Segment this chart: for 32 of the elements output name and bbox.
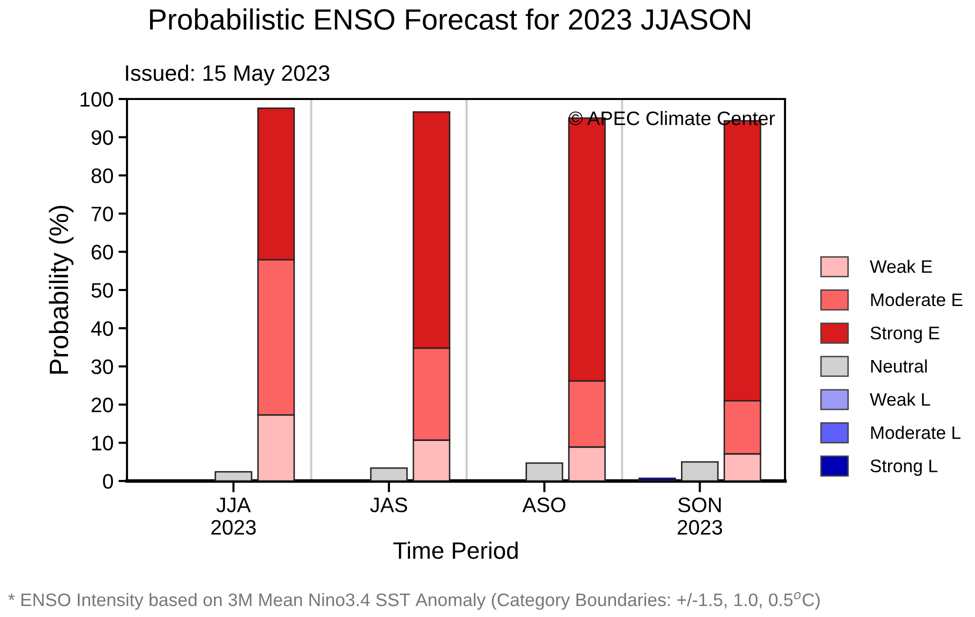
legend-label: Moderate E xyxy=(871,292,962,306)
x-tick-label: ASO xyxy=(522,498,566,512)
y-tick-label: 90 xyxy=(92,130,113,145)
x-tick-label: SON 2023 xyxy=(678,498,722,535)
legend-label: Weak E xyxy=(870,260,932,273)
y-tick-label: 0 xyxy=(103,474,113,489)
chart-title: Probabilistic ENSO Forecast for 2023 JJASON xyxy=(150,8,750,30)
x-tick-label: JAS xyxy=(370,498,408,512)
chart-subtitle: Issued: 15 May 2023 xyxy=(126,64,330,86)
y-tick-label: 60 xyxy=(92,244,113,260)
y-tick-label: 80 xyxy=(92,168,113,184)
bar xyxy=(214,471,252,481)
y-tick-label: 40 xyxy=(91,321,113,336)
legend-label: Strong E xyxy=(870,326,940,343)
x-axis-title: Time Period xyxy=(393,542,518,559)
bar xyxy=(638,478,676,481)
y-tick-label: 20 xyxy=(92,398,113,412)
bar xyxy=(526,462,564,481)
y-tick-label: 70 xyxy=(92,206,113,222)
legend-label: Strong L xyxy=(870,460,938,476)
bar xyxy=(681,461,719,481)
x-tick-label: JJA 2023 xyxy=(211,498,256,535)
y-axis-title: Probability (%) xyxy=(48,206,74,374)
y-tick-label: 30 xyxy=(91,359,113,374)
y-tick-label: 10 xyxy=(92,436,113,451)
bar xyxy=(370,467,408,481)
y-tick-label: 50 xyxy=(91,283,113,298)
legend-label: Neutral xyxy=(871,359,927,373)
y-tick-label: 100 xyxy=(80,92,113,107)
legend-label: Moderate L xyxy=(871,426,960,440)
legend-label: Weak L xyxy=(870,392,930,406)
text: * ENSO Intensity based on 3M Mean Nino3.4 SST Anomaly (Category Boundaries: +/-1.5, 1.0, 0.5$^{o}$C) xyxy=(8,592,820,610)
